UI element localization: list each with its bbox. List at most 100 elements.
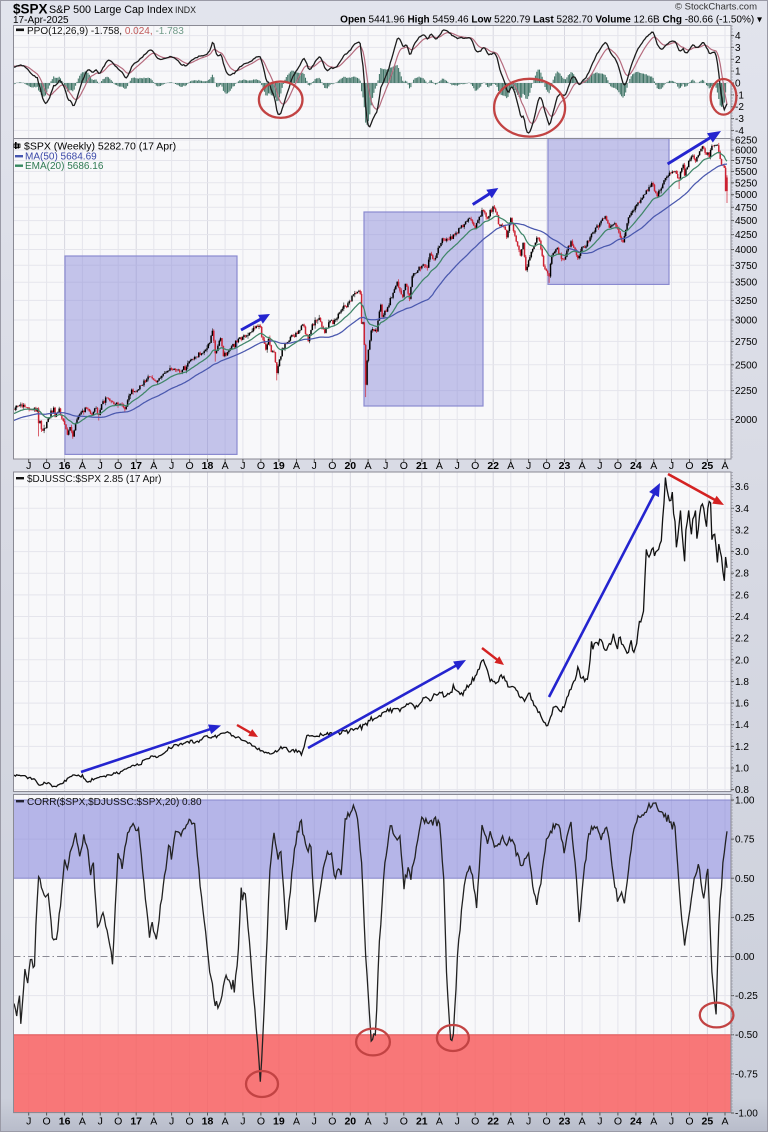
svg-text:3250: 3250: [735, 296, 758, 307]
svg-text:21: 21: [416, 1116, 428, 1128]
svg-text:A: A: [721, 1116, 728, 1128]
svg-text:3.6: 3.6: [735, 482, 749, 493]
svg-text:$SPX: $SPX: [13, 2, 48, 17]
svg-text:O: O: [400, 1116, 408, 1128]
svg-text:2: 2: [735, 55, 741, 66]
svg-text:J: J: [526, 460, 531, 472]
svg-text:2.8: 2.8: [735, 569, 749, 580]
svg-text:-3: -3: [735, 114, 744, 125]
svg-text:19: 19: [273, 1116, 285, 1128]
svg-text:A: A: [650, 460, 657, 472]
svg-text:O: O: [257, 460, 265, 472]
svg-text:4750: 4750: [735, 203, 758, 214]
svg-text:A: A: [650, 1116, 657, 1128]
svg-text:0.50: 0.50: [735, 874, 755, 885]
svg-text:1.4: 1.4: [735, 720, 749, 731]
svg-text:J: J: [240, 460, 245, 472]
svg-text:J: J: [312, 1116, 317, 1128]
svg-text:J: J: [669, 1116, 674, 1128]
svg-text:18: 18: [202, 460, 214, 472]
svg-text:© StockCharts.com: © StockCharts.com: [675, 2, 757, 13]
svg-text:J: J: [169, 460, 174, 472]
svg-text:25: 25: [702, 1116, 714, 1128]
svg-text:J: J: [98, 460, 103, 472]
svg-text:2.4: 2.4: [735, 612, 749, 623]
svg-text:A: A: [579, 1116, 586, 1128]
svg-text:2.6: 2.6: [735, 590, 749, 601]
svg-text:J: J: [597, 460, 602, 472]
svg-text:0: 0: [735, 79, 741, 90]
svg-text:O: O: [614, 1116, 622, 1128]
svg-text:-1.00: -1.00: [735, 1109, 758, 1120]
svg-text:O: O: [328, 460, 336, 472]
svg-text:23: 23: [559, 1116, 571, 1128]
svg-text:0.75: 0.75: [735, 835, 755, 846]
svg-text:2000: 2000: [735, 415, 758, 426]
svg-text:O: O: [257, 1116, 265, 1128]
svg-text:6250: 6250: [735, 136, 758, 147]
svg-text:21: 21: [416, 460, 428, 472]
svg-text:O: O: [43, 1116, 51, 1128]
svg-text:16: 16: [59, 460, 71, 472]
svg-text:20: 20: [344, 1116, 356, 1128]
svg-text:J: J: [455, 460, 460, 472]
svg-text:-0.25: -0.25: [735, 991, 758, 1002]
svg-text:O: O: [685, 460, 693, 472]
svg-text:J: J: [26, 1116, 31, 1128]
svg-text:22: 22: [487, 1116, 499, 1128]
svg-text:CORR($SPX,$DJUSSC:$SPX,20) 0.8: CORR($SPX,$DJUSSC:$SPX,20) 0.80: [27, 797, 202, 808]
svg-text:A: A: [79, 460, 86, 472]
svg-text:O: O: [685, 1116, 693, 1128]
svg-text:A: A: [79, 1116, 86, 1128]
svg-text:2750: 2750: [735, 337, 758, 348]
svg-text:O: O: [114, 460, 122, 472]
svg-text:24: 24: [630, 1116, 642, 1128]
svg-text:3750: 3750: [735, 261, 758, 272]
svg-text:-2: -2: [735, 102, 744, 113]
svg-text:O: O: [543, 460, 551, 472]
svg-text:0.25: 0.25: [735, 913, 755, 924]
svg-text:A: A: [507, 1116, 514, 1128]
svg-text:O: O: [400, 460, 408, 472]
svg-text:O: O: [328, 1116, 336, 1128]
svg-text:O: O: [186, 460, 194, 472]
svg-text:MA(50) 5684.69: MA(50) 5684.69: [25, 152, 97, 163]
svg-text:J: J: [383, 1116, 388, 1128]
svg-text:2500: 2500: [735, 360, 758, 371]
svg-text:5750: 5750: [735, 156, 758, 167]
svg-text:J: J: [669, 460, 674, 472]
svg-text:0.00: 0.00: [735, 952, 755, 963]
svg-text:18: 18: [202, 1116, 214, 1128]
svg-text:22: 22: [487, 460, 499, 472]
svg-text:20: 20: [344, 460, 356, 472]
svg-text:O: O: [471, 460, 479, 472]
svg-text:J: J: [98, 1116, 103, 1128]
svg-text:J: J: [597, 1116, 602, 1128]
svg-text:A: A: [365, 460, 372, 472]
svg-text:-0.75: -0.75: [735, 1069, 758, 1080]
svg-text:J: J: [312, 460, 317, 472]
svg-text:3.0: 3.0: [735, 547, 749, 558]
svg-text:PPO(12,26,9) -1.758, 0.024, -1: PPO(12,26,9) -1.758, 0.024, -1.783: [27, 26, 184, 37]
svg-text:24: 24: [630, 460, 642, 472]
svg-text:1.0: 1.0: [735, 764, 749, 775]
svg-text:S&P 500 Large Cap Index: S&P 500 Large Cap Index: [49, 4, 174, 16]
svg-text:3: 3: [735, 43, 741, 54]
svg-text:-4: -4: [735, 126, 744, 137]
svg-text:-1: -1: [735, 90, 744, 101]
svg-text:$DJUSSC:$SPX 2.85 (17 Apr): $DJUSSC:$SPX 2.85 (17 Apr): [27, 474, 162, 485]
svg-text:1.2: 1.2: [735, 742, 749, 753]
svg-text:O: O: [43, 460, 51, 472]
svg-text:6000: 6000: [735, 146, 758, 157]
svg-text:J: J: [169, 1116, 174, 1128]
svg-text:J: J: [455, 1116, 460, 1128]
svg-text:O: O: [543, 1116, 551, 1128]
svg-text:3500: 3500: [735, 278, 758, 289]
svg-text:1.8: 1.8: [735, 677, 749, 688]
svg-text:J: J: [526, 1116, 531, 1128]
svg-text:A: A: [436, 1116, 443, 1128]
svg-text:A: A: [436, 460, 443, 472]
svg-text:5250: 5250: [735, 178, 758, 189]
svg-text:2.0: 2.0: [735, 655, 749, 666]
svg-text:4250: 4250: [735, 230, 758, 241]
